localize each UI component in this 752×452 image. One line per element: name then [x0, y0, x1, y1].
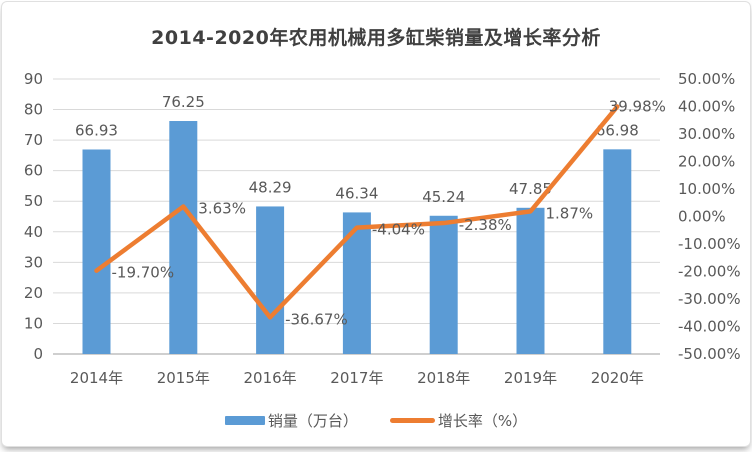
sales-bar	[603, 149, 632, 354]
right-axis-tick-label: 30.00%	[678, 125, 735, 143]
line-point-label: -2.38%	[459, 216, 512, 234]
left-axis-tick-label: 60	[24, 162, 43, 180]
chart-legend: 销量（万台） 增长率（%）	[2, 410, 750, 431]
left-axis-tick-label: 20	[24, 284, 43, 302]
bar-value-label: 47.85	[509, 180, 552, 198]
line-point-label: -4.04%	[372, 221, 425, 239]
bar-value-label: 66.98	[596, 121, 639, 139]
sales-bar	[429, 215, 458, 354]
right-axis-tick-label: 50.00%	[678, 70, 735, 88]
bar-value-label: 76.25	[162, 93, 205, 111]
left-axis-tick-label: 90	[24, 70, 43, 88]
bar-value-label: 66.93	[75, 121, 118, 139]
left-axis-tick-label: 0	[33, 345, 43, 363]
x-axis-category-label: 2016年	[244, 369, 297, 387]
bar-value-label: 48.29	[249, 178, 292, 196]
legend-label-sales: 销量（万台）	[267, 412, 358, 430]
x-axis-category-label: 2017年	[330, 369, 383, 387]
sales-bar	[342, 212, 371, 354]
right-axis-tick-label: 20.00%	[678, 153, 735, 171]
growth-rate-line	[94, 104, 620, 320]
x-axis-category-label: 2018年	[417, 369, 470, 387]
line-point-label: 1.87%	[546, 204, 594, 222]
right-axis-tick-label: 40.00%	[678, 98, 735, 116]
sales-series-swatch-icon	[224, 416, 265, 425]
left-axis-tick-label: 10	[24, 314, 43, 332]
sales-bar	[256, 206, 285, 354]
legend-item-growth: 增长率（%）	[389, 410, 528, 431]
right-axis-tick-label: -40.00%	[678, 318, 741, 336]
chart-title: 2014-2020年农用机械用多缸柴销量及增长率分析	[151, 27, 601, 49]
legend-item-sales: 销量（万台）	[224, 410, 358, 431]
x-axis-category-label: 2019年	[504, 369, 557, 387]
legend-label-growth: 增长率（%）	[437, 412, 528, 430]
left-axis-tick-label: 50	[24, 192, 43, 210]
growth-series-swatch-icon	[389, 418, 435, 423]
line-point-label: -19.70%	[112, 264, 175, 282]
sales-bar	[516, 207, 545, 354]
sales-bar	[82, 149, 111, 354]
right-axis-tick-label: 10.00%	[678, 180, 735, 198]
line-point-label: 3.63%	[198, 200, 246, 218]
right-axis-tick-label: -50.00%	[678, 345, 741, 363]
x-axis-category-label: 2020年	[591, 369, 644, 387]
x-axis-category-label: 2015年	[157, 369, 210, 387]
left-axis-tick-label: 70	[24, 131, 43, 149]
left-axis-tick-label: 80	[24, 101, 43, 119]
left-axis-tick-label: 40	[24, 223, 43, 241]
sales-bar	[169, 121, 198, 354]
right-axis-tick-label: -20.00%	[678, 263, 741, 281]
right-axis-tick-label: 0.00%	[678, 208, 726, 226]
bar-value-label: 46.34	[335, 184, 378, 202]
line-point-label: -36.67%	[285, 310, 348, 328]
right-axis-tick-label: -10.00%	[678, 235, 741, 253]
right-axis-tick-label: -30.00%	[678, 290, 741, 308]
bar-value-label: 45.24	[422, 188, 465, 206]
x-axis-category-label: 2014年	[70, 369, 123, 387]
left-axis-tick-label: 30	[24, 253, 43, 271]
line-point-label: 39.98%	[609, 98, 666, 116]
